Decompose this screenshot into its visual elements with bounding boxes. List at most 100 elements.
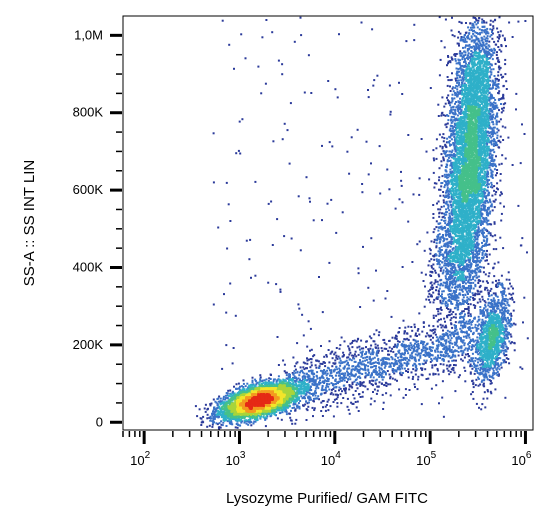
event-dot xyxy=(249,420,252,423)
event-dot xyxy=(445,352,447,355)
event-dot xyxy=(496,112,499,115)
event-dot xyxy=(484,40,487,42)
event-dot xyxy=(502,106,505,109)
event-dot xyxy=(278,412,281,415)
event-dot xyxy=(389,365,392,368)
event-dot xyxy=(467,309,470,312)
event-dot xyxy=(306,402,309,405)
event-dot xyxy=(294,371,297,374)
event-dot xyxy=(304,397,306,400)
event-dot xyxy=(458,106,461,109)
event-dot xyxy=(506,322,509,325)
event-dot xyxy=(483,35,486,38)
event-dot xyxy=(489,302,492,305)
event-dot xyxy=(458,63,461,66)
event-dot xyxy=(415,367,418,370)
event-dot xyxy=(484,201,487,204)
event-dot xyxy=(384,373,387,376)
event-dot xyxy=(483,31,486,34)
event-dot xyxy=(453,324,456,327)
event-dot xyxy=(464,347,467,350)
event-dot xyxy=(294,368,297,371)
event-dot xyxy=(395,338,398,340)
event-dot xyxy=(464,282,467,285)
event-dot xyxy=(416,335,418,337)
event-dot xyxy=(384,357,387,360)
event-dot xyxy=(395,345,398,348)
event-dot xyxy=(487,212,489,215)
event-dot xyxy=(512,287,514,290)
event-dot xyxy=(496,301,499,304)
event-dot xyxy=(449,179,452,182)
event-dot xyxy=(313,400,315,403)
event-dot xyxy=(343,379,346,382)
event-dot xyxy=(459,327,462,330)
event-dot xyxy=(369,347,372,350)
event-dot xyxy=(496,366,499,369)
event-dot xyxy=(435,314,438,317)
event-dot xyxy=(305,379,308,382)
event-dot xyxy=(429,329,432,332)
event-dot xyxy=(479,32,481,35)
event-dot xyxy=(376,74,379,77)
event-dot xyxy=(451,87,454,90)
event-dot xyxy=(320,392,323,395)
event-dot xyxy=(464,325,467,328)
event-dot xyxy=(486,72,489,75)
event-dot xyxy=(491,235,494,238)
event-dot xyxy=(303,368,306,371)
event-dot xyxy=(328,383,331,386)
event-dot xyxy=(403,348,406,351)
event-dot xyxy=(508,313,511,316)
event-dot xyxy=(419,356,422,359)
event-dot xyxy=(477,279,480,282)
event-dot xyxy=(490,392,493,395)
event-dot xyxy=(231,423,234,426)
event-dot xyxy=(471,22,474,25)
event-dot xyxy=(444,219,447,222)
event-dot xyxy=(499,309,502,312)
event-dot xyxy=(496,121,498,124)
event-dot xyxy=(475,329,478,332)
event-dot xyxy=(446,76,449,78)
event-dot xyxy=(380,376,383,379)
event-dot xyxy=(482,55,485,58)
event-dot xyxy=(497,373,500,376)
event-dot xyxy=(461,310,464,313)
event-dot xyxy=(437,283,440,286)
event-dot xyxy=(482,217,485,220)
event-dot xyxy=(486,200,488,202)
event-dot xyxy=(452,112,455,115)
event-dot xyxy=(324,388,327,391)
event-dot xyxy=(501,294,504,296)
event-dot xyxy=(314,364,317,367)
event-dot xyxy=(361,183,364,185)
event-dot xyxy=(215,422,218,425)
event-dot xyxy=(354,373,357,376)
event-dot xyxy=(492,292,495,295)
event-dot xyxy=(375,329,378,332)
event-dot xyxy=(322,372,325,375)
event-dot xyxy=(236,387,239,390)
event-dot xyxy=(507,303,510,306)
event-dot xyxy=(297,377,300,380)
event-dot xyxy=(470,278,473,281)
event-dot xyxy=(454,147,457,149)
event-dot xyxy=(446,160,449,163)
event-dot xyxy=(471,270,474,273)
event-dot xyxy=(493,185,496,188)
event-dot xyxy=(321,380,324,383)
event-dot xyxy=(336,402,339,405)
event-dot xyxy=(466,270,469,272)
event-dot xyxy=(378,381,381,384)
event-dot xyxy=(298,397,300,400)
event-dot xyxy=(385,343,388,346)
event-dot xyxy=(449,159,452,162)
event-dot xyxy=(450,134,452,137)
event-dot xyxy=(312,372,315,375)
event-dot xyxy=(254,420,257,423)
event-dot xyxy=(414,339,417,342)
event-dot xyxy=(448,212,451,215)
event-dot xyxy=(215,413,218,416)
event-dot xyxy=(449,216,451,218)
